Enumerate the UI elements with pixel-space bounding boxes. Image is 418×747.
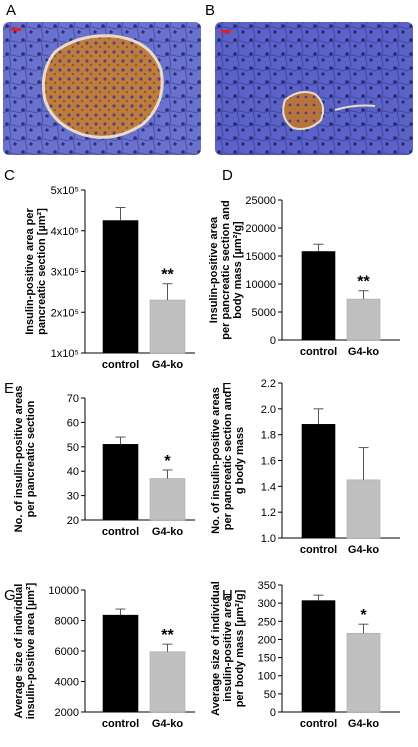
bar-c xyxy=(149,299,186,354)
y-tick-label-e: 20 xyxy=(67,515,79,527)
scale-bar-b xyxy=(221,30,231,33)
panel-label-e: E xyxy=(4,380,14,397)
bar-g xyxy=(102,614,139,713)
category-label-c: control xyxy=(102,359,139,371)
y-axis-title-e: No. of insulin-positive areas xyxy=(13,386,25,533)
y-tick-label-g: 10000 xyxy=(48,585,79,597)
y-axis-title-h: insulin-positive area xyxy=(222,594,234,701)
category-label-f: control xyxy=(300,544,337,556)
y-tick-label-d: 0 xyxy=(270,335,276,347)
y-tick-label-e: 40 xyxy=(67,466,79,478)
y-axis-title-f: g body mass xyxy=(234,427,246,494)
bar-f xyxy=(346,479,381,539)
category-label-d: G4-ko xyxy=(348,346,379,358)
y-tick-label-d: 15000 xyxy=(245,251,276,263)
y-tick-label-f: 2.2 xyxy=(261,378,276,390)
significance-mark-g: ** xyxy=(161,627,174,644)
y-axis-title-h: Average size of individual xyxy=(210,581,222,716)
category-label-h: control xyxy=(300,718,337,730)
y-tick-label-c: 5x10⁵ xyxy=(51,185,79,197)
y-tick-label-g: 6000 xyxy=(55,646,79,658)
y-tick-label-d: 25000 xyxy=(245,195,276,207)
y-tick-label-f: 1.0 xyxy=(261,533,276,545)
bar-g xyxy=(149,651,186,713)
panel-label-h: H xyxy=(222,587,233,604)
y-tick-label-c: 2x10⁵ xyxy=(51,307,79,319)
y-tick-label-g: 4000 xyxy=(55,677,79,689)
micrograph-a-image xyxy=(3,22,201,155)
bar-e xyxy=(149,478,186,521)
y-tick-label-c: 4x10⁵ xyxy=(51,226,79,238)
y-tick-label-c: 1x10⁵ xyxy=(51,348,79,360)
y-tick-label-c: 3x10⁵ xyxy=(51,267,79,279)
y-tick-label-h: 300 xyxy=(258,598,276,610)
y-tick-label-d: 5000 xyxy=(252,307,276,319)
y-tick-label-e: 30 xyxy=(67,491,79,503)
y-tick-label-h: 150 xyxy=(258,653,276,665)
y-axis-title-e: per pancreatic section xyxy=(25,400,37,517)
y-tick-label-f: 1.8 xyxy=(261,430,276,442)
category-label-g: control xyxy=(102,718,139,730)
significance-mark-c: ** xyxy=(161,267,174,284)
y-tick-label-h: 100 xyxy=(258,671,276,683)
category-label-d: control xyxy=(300,346,337,358)
y-tick-label-d: 20000 xyxy=(245,223,276,235)
panel-label-f: F xyxy=(222,380,231,397)
category-label-c: G4-ko xyxy=(152,359,183,371)
significance-mark-d: ** xyxy=(357,274,370,291)
y-axis-title-c: Insulin-positive area per xyxy=(24,208,36,335)
bar-f xyxy=(301,424,336,539)
y-axis-title-f: No. of insulin-positive areas xyxy=(210,387,222,534)
category-label-e: control xyxy=(102,526,139,538)
significance-mark-e: * xyxy=(164,453,171,470)
category-label-g: G4-ko xyxy=(152,718,183,730)
y-tick-label-f: 1.4 xyxy=(261,481,276,493)
y-tick-label-d: 10000 xyxy=(245,279,276,291)
category-label-f: G4-ko xyxy=(348,544,379,556)
panel-label-a: A xyxy=(6,2,17,19)
y-axis-title-c: pancreatic section [µm²] xyxy=(36,208,48,335)
y-axis-title-f: per pancreatic section and xyxy=(222,391,234,530)
y-axis-title-d: Insulin-positive area xyxy=(208,216,220,323)
panel-label-g: G xyxy=(4,587,16,604)
bar-c xyxy=(102,220,139,354)
y-axis-title-g: Average size of individual xyxy=(13,584,25,719)
panel-label-c: C xyxy=(4,167,15,184)
bar-d xyxy=(301,251,336,341)
y-tick-label-h: 50 xyxy=(264,689,276,701)
y-tick-label-f: 1.2 xyxy=(261,507,276,519)
y-tick-label-h: 350 xyxy=(258,580,276,592)
y-tick-label-e: 50 xyxy=(67,442,79,454)
micrograph-b xyxy=(215,22,413,155)
category-label-e: G4-ko xyxy=(152,526,183,538)
bar-h xyxy=(346,632,381,713)
y-tick-label-h: 250 xyxy=(258,616,276,628)
y-tick-label-e: 60 xyxy=(67,417,79,429)
y-axis-title-d: per pancreatic section and xyxy=(220,200,232,339)
significance-mark-h: * xyxy=(360,607,367,624)
category-label-h: G4-ko xyxy=(348,718,379,730)
y-axis-title-h: per body mass [µm²/g] xyxy=(234,589,246,707)
y-axis-title-g: insulin-positive area [µm²] xyxy=(25,582,37,719)
panel-label-b: B xyxy=(205,2,216,19)
y-tick-label-h: 200 xyxy=(258,634,276,646)
bar-d xyxy=(346,298,381,341)
scale-bar-a xyxy=(11,28,21,31)
micrograph-b-image xyxy=(215,22,413,155)
y-tick-label-e: 70 xyxy=(67,393,79,405)
y-tick-label-f: 2.0 xyxy=(261,404,276,416)
y-tick-label-g: 2000 xyxy=(55,707,79,719)
y-tick-label-g: 8000 xyxy=(55,616,79,628)
y-tick-label-h: 0 xyxy=(270,707,276,719)
bar-e xyxy=(102,444,139,521)
y-axis-title-d: body mass [µm²/g] xyxy=(232,221,244,319)
panel-label-d: D xyxy=(222,167,233,184)
y-tick-label-f: 1.6 xyxy=(261,456,276,468)
bar-h xyxy=(301,600,336,713)
micrograph-a xyxy=(3,22,201,155)
